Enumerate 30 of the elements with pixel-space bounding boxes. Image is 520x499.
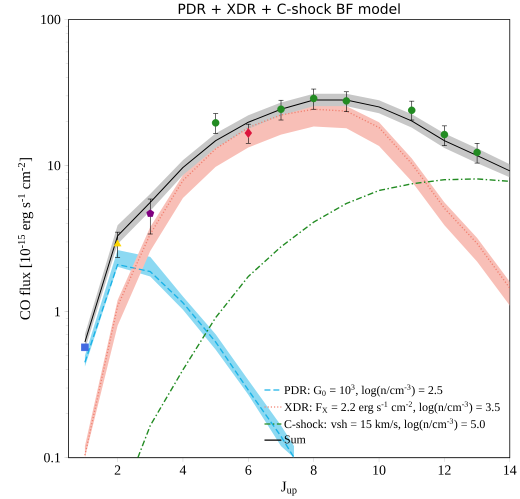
point — [342, 97, 350, 105]
point — [473, 148, 481, 156]
y-tick-label: 10 — [48, 160, 60, 170]
point — [440, 130, 448, 138]
x-tick-label: 10 — [373, 465, 386, 475]
x-tick-label: 8 — [310, 465, 317, 475]
y-tick-label: 100 — [41, 14, 60, 24]
point — [146, 209, 154, 217]
point — [244, 128, 252, 138]
point — [81, 344, 89, 352]
y-tick-label: 0.1 — [44, 453, 60, 462]
y-axis-title: CO flux [10$^{-15}$ erg s$^{-1}$ cm$^{-2}$] — [18, 158, 34, 320]
point — [114, 240, 122, 246]
x-tick-label: 14 — [504, 465, 516, 475]
line-series — [137, 178, 510, 458]
legend-label: C-shock: vsh = 15 km/s, log(n/cm$^{-3}$) = 5.0 — [284, 418, 485, 431]
legend-label: PDR: G$_{0}$ = 10$^{3}$, log(n/cm$^{-3}$) = 2.5 — [284, 384, 442, 397]
x-axis-title: J$_{up}$ — [281, 482, 297, 496]
chart-title: PDR + XDR + C-shock BF model — [178, 3, 400, 14]
point — [310, 94, 318, 102]
legend-label: Sum — [284, 435, 306, 444]
point — [277, 105, 285, 114]
y-tick-label: 1 — [55, 307, 60, 316]
point — [212, 119, 220, 127]
x-tick-label: 2 — [114, 465, 120, 475]
point — [408, 106, 416, 114]
x-tick-label: 12 — [438, 465, 451, 475]
x-tick-label: 6 — [245, 465, 252, 475]
text: XDR: F$_{X}$ = 2.2 erg s$^{-1}$ cm$^{-2}$, log(n/cm$^{-3}$) = 3.5 — [284, 401, 500, 414]
x-tick-label: 4 — [180, 465, 186, 475]
